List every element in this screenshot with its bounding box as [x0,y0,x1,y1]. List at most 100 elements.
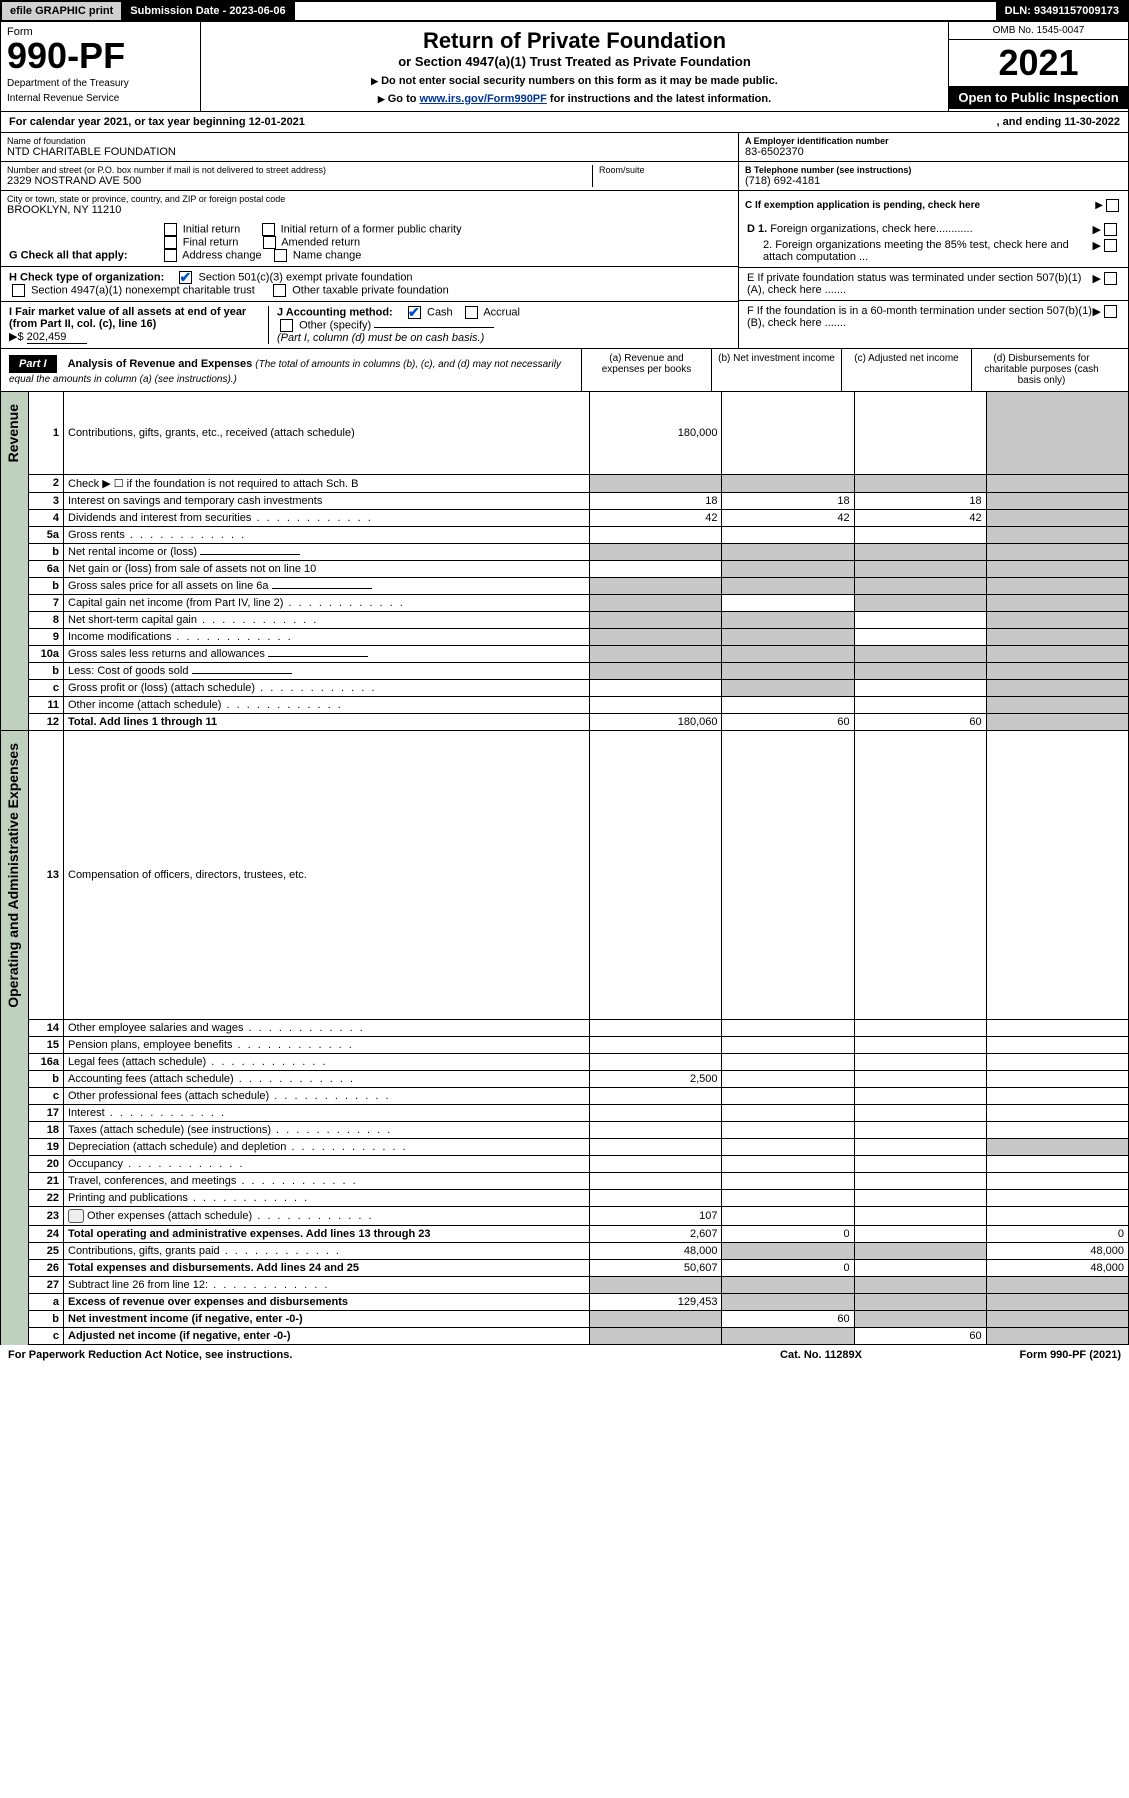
cell-col-a [590,577,722,594]
side-spacer [1,662,29,679]
cell-col-c [854,474,986,492]
cell-col-c [854,1054,986,1071]
checkbox-cash[interactable] [408,306,421,319]
checkbox-other-method[interactable] [280,319,293,332]
cell-col-b [722,611,854,628]
cell-col-c [854,1260,986,1277]
cell-col-a [590,560,722,577]
cell-col-b [722,1054,854,1071]
efile-print-label[interactable]: efile GRAPHIC print [2,2,122,20]
cell-col-b [722,1088,854,1105]
cell-col-c [854,1226,986,1243]
checkbox-d1[interactable] [1104,223,1117,236]
checkbox-e[interactable] [1104,272,1117,285]
line-number: 8 [29,611,64,628]
checkbox-final-return[interactable] [164,236,177,249]
side-spacer [1,1037,29,1054]
checkbox-initial-return-former[interactable] [262,223,275,236]
cell-col-b [722,1173,854,1190]
line-number: 10a [29,645,64,662]
line-label: Net short-term capital gain [64,611,590,628]
col-c-header: (c) Adjusted net income [841,349,971,391]
cell-col-a: 180,060 [590,713,722,730]
cal-year-left: For calendar year 2021, or tax year begi… [9,116,997,128]
cell-col-a [590,1173,722,1190]
cell-col-c [854,1311,986,1328]
cell-col-d [986,1088,1128,1105]
irs-label: Internal Revenue Service [7,93,194,104]
line-label: Adjusted net income (if negative, enter … [64,1328,590,1345]
side-spacer [1,1226,29,1243]
line-number: 4 [29,509,64,526]
line-number: 24 [29,1226,64,1243]
side-spacer [1,560,29,577]
checkbox-4947a1[interactable] [12,284,25,297]
line-number: c [29,1088,64,1105]
cell-col-d: 48,000 [986,1243,1128,1260]
form-page-ref: Form 990-PF (2021) [921,1349,1121,1361]
cell-col-b: 0 [722,1226,854,1243]
checkbox-accrual[interactable] [465,306,478,319]
cell-col-c [854,577,986,594]
cell-col-b [722,1328,854,1345]
cell-col-c: 60 [854,1328,986,1345]
cell-col-b [722,1190,854,1207]
checkbox-name-change[interactable] [274,249,287,262]
checkbox-f[interactable] [1104,305,1117,318]
cell-col-b [722,730,854,1019]
cell-col-b [722,392,854,474]
part1-badge: Part I [9,355,57,373]
open-public-label: Open to Public Inspection [949,86,1128,109]
cell-col-b [722,474,854,492]
cell-col-c [854,1190,986,1207]
cell-col-c [854,594,986,611]
cell-col-a [590,696,722,713]
line-label: Total. Add lines 1 through 11 [64,713,590,730]
cell-col-d [986,526,1128,543]
fmv-value: 202,459 [27,331,87,344]
checkbox-initial-return[interactable] [164,223,177,236]
cell-col-c [854,1020,986,1037]
cell-col-c [854,526,986,543]
checkbox-address-change[interactable] [164,249,177,262]
side-spacer [1,577,29,594]
cell-col-b [722,1277,854,1294]
entity-block: Name of foundation NTD CHARITABLE FOUNDA… [0,133,1129,219]
top-bar-spacer [295,2,997,20]
side-label: Revenue [1,392,29,474]
dln-label: DLN: 93491157009173 [997,2,1127,20]
exemption-pending-block: C If exemption application is pending, c… [739,191,1128,219]
side-spacer [1,1277,29,1294]
side-spacer [1,1311,29,1328]
cell-col-b [722,1071,854,1088]
cell-col-a: 2,607 [590,1226,722,1243]
checkbox-amended-return[interactable] [263,236,276,249]
checkbox-c[interactable] [1106,199,1119,212]
part1-title: Analysis of Revenue and Expenses [68,358,253,370]
arrow-icon [1095,200,1103,211]
checks-block: G Check all that apply: Initial return I… [0,219,1129,349]
line-label: Legal fees (attach schedule) [64,1054,590,1071]
cell-col-b [722,1139,854,1156]
cell-col-d [986,1173,1128,1190]
checkbox-d2[interactable] [1104,239,1117,252]
phone-block: B Telephone number (see instructions) (7… [739,162,1128,191]
cell-col-c [854,543,986,560]
cell-col-a [590,474,722,492]
attachment-icon[interactable] [68,1209,84,1223]
part1-grid: Revenue1Contributions, gifts, grants, et… [0,392,1129,1345]
side-spacer [1,1156,29,1173]
line-label: Gross rents [64,526,590,543]
cell-col-a [590,1054,722,1071]
header-row: Form 990-PF Department of the Treasury I… [0,22,1129,112]
line-number: 22 [29,1190,64,1207]
header-title-block: Return of Private Foundation or Section … [201,22,948,111]
cell-col-c [854,1173,986,1190]
side-spacer [1,543,29,560]
cell-col-a [590,543,722,560]
checkbox-other-taxable[interactable] [273,284,286,297]
cal-year-right: , and ending 11-30-2022 [997,116,1121,128]
checkbox-501c3[interactable] [179,271,192,284]
line-number: 9 [29,628,64,645]
irs-link[interactable]: www.irs.gov/Form990PF [420,93,547,105]
